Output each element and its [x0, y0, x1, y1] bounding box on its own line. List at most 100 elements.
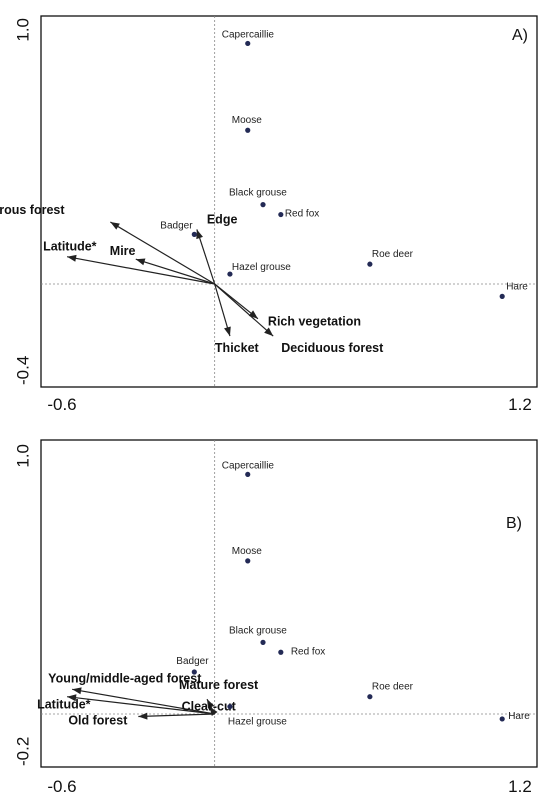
- point-label-moose: Moose: [232, 115, 262, 126]
- vector-label-latitude: Latitude*: [37, 698, 91, 712]
- point-marker-moose: [245, 558, 251, 564]
- vector-old-forest: Old forest: [68, 712, 215, 727]
- point-label-capercaillie: Capercaillie: [222, 460, 275, 471]
- point-marker-badger: [191, 669, 197, 675]
- point-moose: Moose: [232, 546, 262, 564]
- panel-a-label: A): [512, 27, 528, 44]
- point-label-roe-deer: Roe deer: [372, 682, 414, 693]
- vector-arrowhead-old-forest: [138, 712, 148, 720]
- panel-a: 1.0 -0.4 -0.6 1.2 A) Coniferous forest Ed…: [0, 15, 538, 414]
- vector-line-deciduous-forest: [214, 283, 274, 337]
- vector-label-mire: Mire: [110, 244, 136, 258]
- vector-label-thicket: Thicket: [215, 341, 260, 355]
- point-marker-hazel-grouse: [227, 703, 233, 710]
- panel-a-x-tick-left: -0.6: [47, 395, 76, 414]
- panel-a-vectors: Coniferous forest Edge Latitude* Mire Rich v…: [0, 203, 384, 355]
- panel-b-label: B): [506, 515, 522, 532]
- vector-mire: Mire: [110, 244, 215, 285]
- point-capercaillie: Capercaillie: [222, 460, 275, 478]
- vector-arrowhead-deciduous-forest: [264, 327, 274, 337]
- point-marker-badger: [191, 231, 197, 237]
- vector-arrowhead-latitude: [67, 694, 77, 702]
- point-hare: Hare: [499, 711, 530, 722]
- vector-line-latitude: [66, 256, 215, 285]
- point-black-grouse: Black grouse: [229, 188, 287, 208]
- panel-a-points: Capercaillie Moose Black grouse Red fox Badg…: [160, 29, 528, 299]
- vector-line-edge: [196, 229, 216, 285]
- point-marker-hazel-grouse: [227, 271, 233, 277]
- vector-line-old-forest: [138, 713, 215, 718]
- vector-arrowhead-edge: [196, 229, 203, 240]
- vector-arrowhead-mire: [135, 258, 146, 266]
- vector-thicket: Thicket: [214, 283, 260, 355]
- vector-arrowhead-young-middle-aged-forest: [72, 687, 82, 695]
- point-hare: Hare: [499, 281, 528, 299]
- panel-a-frame: [40, 15, 538, 388]
- vector-arrowhead-mature-forest: [207, 699, 215, 709]
- vector-label-old-forest: Old forest: [68, 713, 128, 727]
- vector-mature-forest: Mature forest: [179, 678, 259, 715]
- point-marker-roe-deer: [367, 694, 373, 700]
- vector-arrowhead-thicket: [224, 326, 231, 337]
- panel-b-y-tick-top: 1.0: [13, 444, 32, 468]
- point-red-fox: Red fox: [278, 646, 325, 657]
- point-label-hare: Hare: [506, 281, 528, 292]
- vector-label-mature-forest: Mature forest: [179, 678, 259, 692]
- point-label-badger: Badger: [176, 656, 209, 667]
- vector-label-rich-vegetation: Rich vegetation: [268, 315, 361, 329]
- vector-line-thicket: [214, 283, 231, 337]
- vector-label-clear-cut: Clear-cut: [182, 700, 237, 714]
- vector-arrowhead-rich-vegetation: [248, 310, 258, 319]
- point-label-hazel-grouse: Hazel grouse: [232, 262, 291, 273]
- vector-line-mire: [135, 258, 215, 285]
- point-label-roe-deer: Roe deer: [372, 249, 414, 260]
- point-marker-red-fox: [278, 649, 284, 655]
- panel-b-x-tick-right: 1.2: [508, 777, 532, 796]
- panel-b-y-tick-bottom: -0.2: [13, 737, 32, 766]
- vector-line-coniferous-forest: [110, 221, 215, 285]
- point-marker-moose: [245, 127, 251, 133]
- panel-b-frame: [40, 439, 538, 768]
- point-label-badger: Badger: [160, 220, 193, 231]
- vector-arrowhead-latitude: [67, 254, 77, 262]
- point-capercaillie: Capercaillie: [222, 29, 275, 47]
- point-roe-deer: Roe deer: [367, 682, 414, 700]
- point-label-red-fox: Red fox: [285, 209, 319, 220]
- point-marker-roe-deer: [367, 261, 373, 267]
- point-marker-black-grouse: [260, 202, 266, 208]
- vector-arrowhead-coniferous-forest: [110, 222, 120, 230]
- point-moose: Moose: [232, 115, 262, 133]
- vector-latitude: Latitude*: [37, 694, 215, 715]
- vector-coniferous-forest: Coniferous forest: [0, 203, 215, 285]
- point-label-hare: Hare: [508, 711, 530, 722]
- point-label-black-grouse: Black grouse: [229, 625, 287, 636]
- vector-label-young-middle-aged-forest: Young/middle-aged forest: [48, 671, 202, 685]
- vector-label-edge: Edge: [207, 212, 238, 226]
- panel-a-x-tick-right: 1.2: [508, 395, 532, 414]
- panel-b-x-tick-left: -0.6: [47, 777, 76, 796]
- vector-line-young-middle-aged-forest: [72, 688, 215, 715]
- point-marker-red-fox: [278, 211, 284, 218]
- point-marker-capercaillie: [245, 471, 251, 478]
- point-label-capercaillie: Capercaillie: [222, 29, 275, 40]
- panel-a-y-tick-top: 1.0: [13, 18, 32, 42]
- point-hazel-grouse: Hazel grouse: [227, 703, 287, 728]
- vector-deciduous-forest: Deciduous forest: [214, 283, 384, 355]
- point-marker-hare: [499, 293, 505, 299]
- vector-edge: Edge: [196, 212, 238, 285]
- point-black-grouse: Black grouse: [229, 625, 287, 645]
- panel-b-points: Capercaillie Moose Black grouse Red fox Badg…: [176, 460, 530, 727]
- point-hazel-grouse: Hazel grouse: [227, 262, 291, 277]
- point-label-red-fox: Red fox: [291, 646, 325, 657]
- vector-label-deciduous-forest: Deciduous forest: [281, 341, 384, 355]
- point-marker-hare: [499, 716, 505, 722]
- vector-line-latitude: [67, 696, 215, 715]
- vector-label-latitude: Latitude*: [43, 240, 97, 254]
- point-roe-deer: Roe deer: [367, 249, 414, 267]
- vector-latitude: Latitude*: [43, 240, 215, 285]
- point-marker-capercaillie: [245, 40, 251, 47]
- point-red-fox: Red fox: [278, 209, 319, 220]
- point-badger: Badger: [160, 220, 197, 237]
